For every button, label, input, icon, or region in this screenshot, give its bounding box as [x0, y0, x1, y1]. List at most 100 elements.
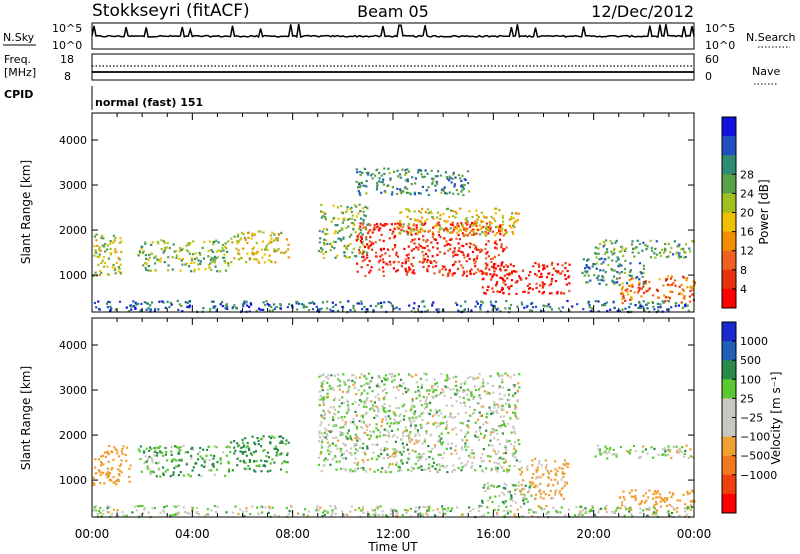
echo-cell	[111, 512, 114, 515]
echo-cell	[147, 511, 150, 514]
echo-cell	[425, 512, 428, 515]
echo-cell	[658, 493, 662, 496]
echo-cell	[645, 303, 648, 306]
echo-cell	[456, 392, 459, 395]
echo-cell	[317, 249, 320, 253]
echo-cell	[461, 466, 464, 469]
echo-cell	[493, 234, 497, 237]
echo-cell	[469, 270, 472, 273]
echo-cell	[379, 448, 383, 451]
echo-cell	[274, 445, 277, 448]
echo-cell	[182, 506, 185, 509]
echo-cell	[409, 231, 412, 234]
echo-cell	[598, 282, 601, 285]
echo-cell	[687, 456, 690, 460]
echo-cell	[631, 277, 634, 280]
echo-cell	[441, 388, 444, 391]
echo-cell	[374, 396, 377, 399]
echo-cell	[477, 402, 480, 405]
echo-cell	[223, 245, 227, 248]
echo-cell	[323, 459, 326, 462]
echo-cell	[643, 501, 647, 504]
echo-cell	[682, 247, 685, 250]
echo-cell	[495, 232, 498, 235]
echo-cell	[550, 478, 553, 481]
echo-cell	[319, 247, 323, 250]
echo-cell	[202, 448, 205, 451]
echo-cell	[493, 207, 496, 210]
echo-cell	[612, 448, 615, 451]
echo-cell	[639, 507, 642, 510]
echo-cell	[387, 167, 390, 170]
echo-cell	[685, 279, 688, 282]
echo-cell	[365, 470, 368, 473]
echo-cell	[461, 274, 464, 277]
freq-tick-bottom: 8	[64, 70, 71, 83]
echo-cell	[505, 231, 508, 235]
echo-cell	[465, 230, 468, 233]
echo-cell	[543, 283, 546, 286]
echo-cell	[469, 510, 472, 513]
echo-cell	[263, 449, 266, 452]
echo-cell	[231, 241, 234, 244]
echo-cell	[165, 504, 168, 508]
echo-cell	[342, 237, 345, 240]
echo-cell	[516, 305, 519, 308]
echo-cell	[106, 265, 109, 268]
echo-cell	[358, 399, 362, 402]
echo-cell	[412, 228, 415, 231]
echo-cell	[285, 461, 288, 464]
echo-cell	[586, 281, 589, 284]
echo-cell	[514, 415, 517, 418]
echo-cell	[402, 229, 405, 233]
echo-cell	[341, 390, 344, 393]
echo-cell	[666, 308, 669, 311]
echo-cell	[497, 253, 500, 257]
echo-cell	[233, 304, 236, 307]
echo-cell	[375, 384, 378, 387]
echo-cell	[451, 416, 454, 419]
echo-cell	[106, 450, 109, 453]
echo-cell	[247, 465, 250, 468]
echo-cell	[398, 414, 401, 418]
echo-cell	[602, 261, 605, 264]
echo-cell	[266, 470, 269, 473]
echo-cell	[318, 229, 321, 233]
echo-cell	[452, 229, 455, 232]
echo-cell	[538, 505, 541, 508]
echo-cell	[418, 210, 421, 213]
echo-cell	[531, 476, 534, 479]
echo-cell	[683, 452, 686, 455]
echo-cell	[362, 221, 365, 224]
echo-cell	[210, 454, 213, 457]
echo-cell	[365, 238, 368, 241]
echo-cell	[386, 453, 389, 456]
echo-cell	[441, 273, 445, 277]
echo-cell	[422, 452, 425, 455]
echo-cell	[359, 438, 362, 441]
echo-cell	[370, 266, 373, 269]
echo-cell	[424, 468, 427, 471]
echo-cell	[355, 414, 358, 417]
echo-cell	[376, 184, 379, 187]
echo-cell	[520, 493, 523, 496]
echo-cell	[630, 508, 633, 511]
echo-cell	[406, 208, 410, 211]
echo-cell	[434, 408, 437, 412]
echo-cell	[159, 475, 162, 478]
nsearch-label: N.Search	[746, 31, 796, 44]
echo-cell	[598, 448, 601, 451]
echo-cell	[628, 306, 631, 309]
echo-cell	[120, 250, 123, 254]
echo-cell	[502, 220, 505, 223]
echo-cell	[275, 305, 278, 309]
echo-cell	[512, 224, 515, 227]
echo-cell	[265, 300, 268, 303]
echo-cell	[460, 462, 463, 465]
echo-cell	[542, 268, 545, 271]
echo-cell	[336, 309, 340, 312]
echo-cell	[101, 234, 104, 237]
echo-cell	[452, 226, 456, 229]
echo-cell	[229, 450, 232, 454]
echo-cell	[588, 510, 591, 513]
